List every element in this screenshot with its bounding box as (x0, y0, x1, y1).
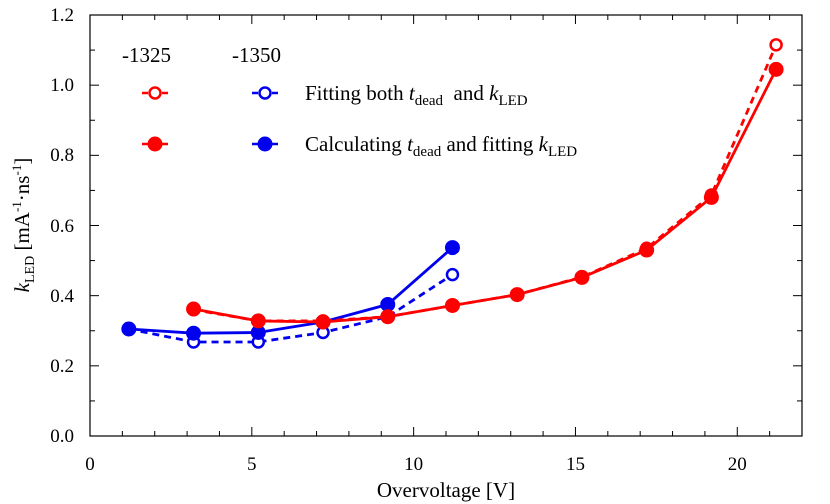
y-axis-unit: [mA (10, 211, 34, 256)
data-point (250, 313, 266, 329)
legend-header-1350: -1350 (232, 43, 281, 67)
data-point (769, 38, 783, 52)
x-axis-title: Overvoltage [V] (377, 478, 515, 502)
y-tick-label: 0.8 (50, 145, 74, 166)
y-tick-label: 0.0 (50, 426, 74, 447)
series-line (193, 68, 778, 324)
y-axis-unit-mid: ·ns (10, 176, 34, 202)
plot-frame (89, 14, 803, 437)
data-point (445, 267, 460, 282)
y-tick-label: 1.2 (50, 5, 74, 26)
legend-fitting-prefix: Fitting both (305, 81, 409, 105)
legend-label-fitting-both: Fitting both tdead and kLED (305, 81, 528, 109)
legend-calc-t-sub: dead (413, 144, 442, 160)
y-tick-label: 0.4 (50, 286, 74, 307)
legend-fitting-k-sub: LED (498, 93, 527, 109)
data-point (121, 321, 137, 337)
axis-ticks (90, 15, 803, 436)
y-axis-k: k (10, 282, 34, 292)
legend-marker-red-filled (147, 136, 163, 152)
series-layer (121, 38, 784, 349)
x-tick-label: 0 (85, 454, 95, 475)
legend-fitting-k: k (489, 81, 499, 105)
y-axis-k-sub: LED (23, 256, 38, 283)
y-axis-unit-end: ] (10, 158, 34, 165)
y-tick-label: 0.6 (50, 216, 74, 237)
y-axis-title: kLED [mA-1·ns-1] (9, 158, 38, 293)
x-tick-labels: 0 5 10 15 20 (85, 454, 747, 475)
x-tick-label: 15 (566, 454, 585, 475)
y-tick-label: 1.0 (50, 75, 74, 96)
x-tick-label: 10 (404, 454, 423, 475)
legend-calc-k-sub: LED (548, 144, 577, 160)
data-point (315, 314, 331, 330)
legend-label-calculating: Calculating tdead and fitting kLED (305, 132, 577, 160)
series-line (128, 246, 454, 335)
data-point (380, 309, 396, 325)
data-point (639, 242, 655, 258)
y-tick-label: 0.2 (50, 356, 74, 377)
y-axis-sup2: -1 (9, 165, 24, 176)
data-point (574, 269, 590, 285)
x-tick-label: 20 (728, 454, 747, 475)
legend-header-1325: -1325 (122, 43, 171, 67)
legend-marker-blue-filled (257, 136, 273, 152)
legend-calc-prefix: Calculating (305, 132, 407, 156)
legend-fitting-t: t (409, 81, 416, 105)
data-point (703, 189, 719, 205)
data-point (509, 287, 525, 303)
data-point (444, 297, 460, 313)
data-point (186, 325, 202, 341)
legend-marker-red-open (148, 86, 162, 100)
data-point (186, 301, 202, 317)
legend-fitting-mid: and (443, 81, 489, 105)
y-tick-labels: 0.0 0.2 0.4 0.6 0.8 1.0 1.2 (50, 5, 74, 447)
data-point (444, 240, 460, 256)
data-point (768, 61, 784, 77)
legend-calc-k: k (539, 132, 549, 156)
legend-fitting-t-sub: dead (415, 93, 444, 109)
y-axis-sup1: -1 (9, 201, 24, 212)
legend-calc-mid: and fitting (441, 132, 538, 156)
legend-calc-t: t (407, 132, 414, 156)
legend: -1325 -1350 Fitting both tdead and kLED … (122, 43, 577, 160)
legend-marker-blue-open (258, 86, 272, 100)
x-tick-label: 5 (247, 454, 257, 475)
